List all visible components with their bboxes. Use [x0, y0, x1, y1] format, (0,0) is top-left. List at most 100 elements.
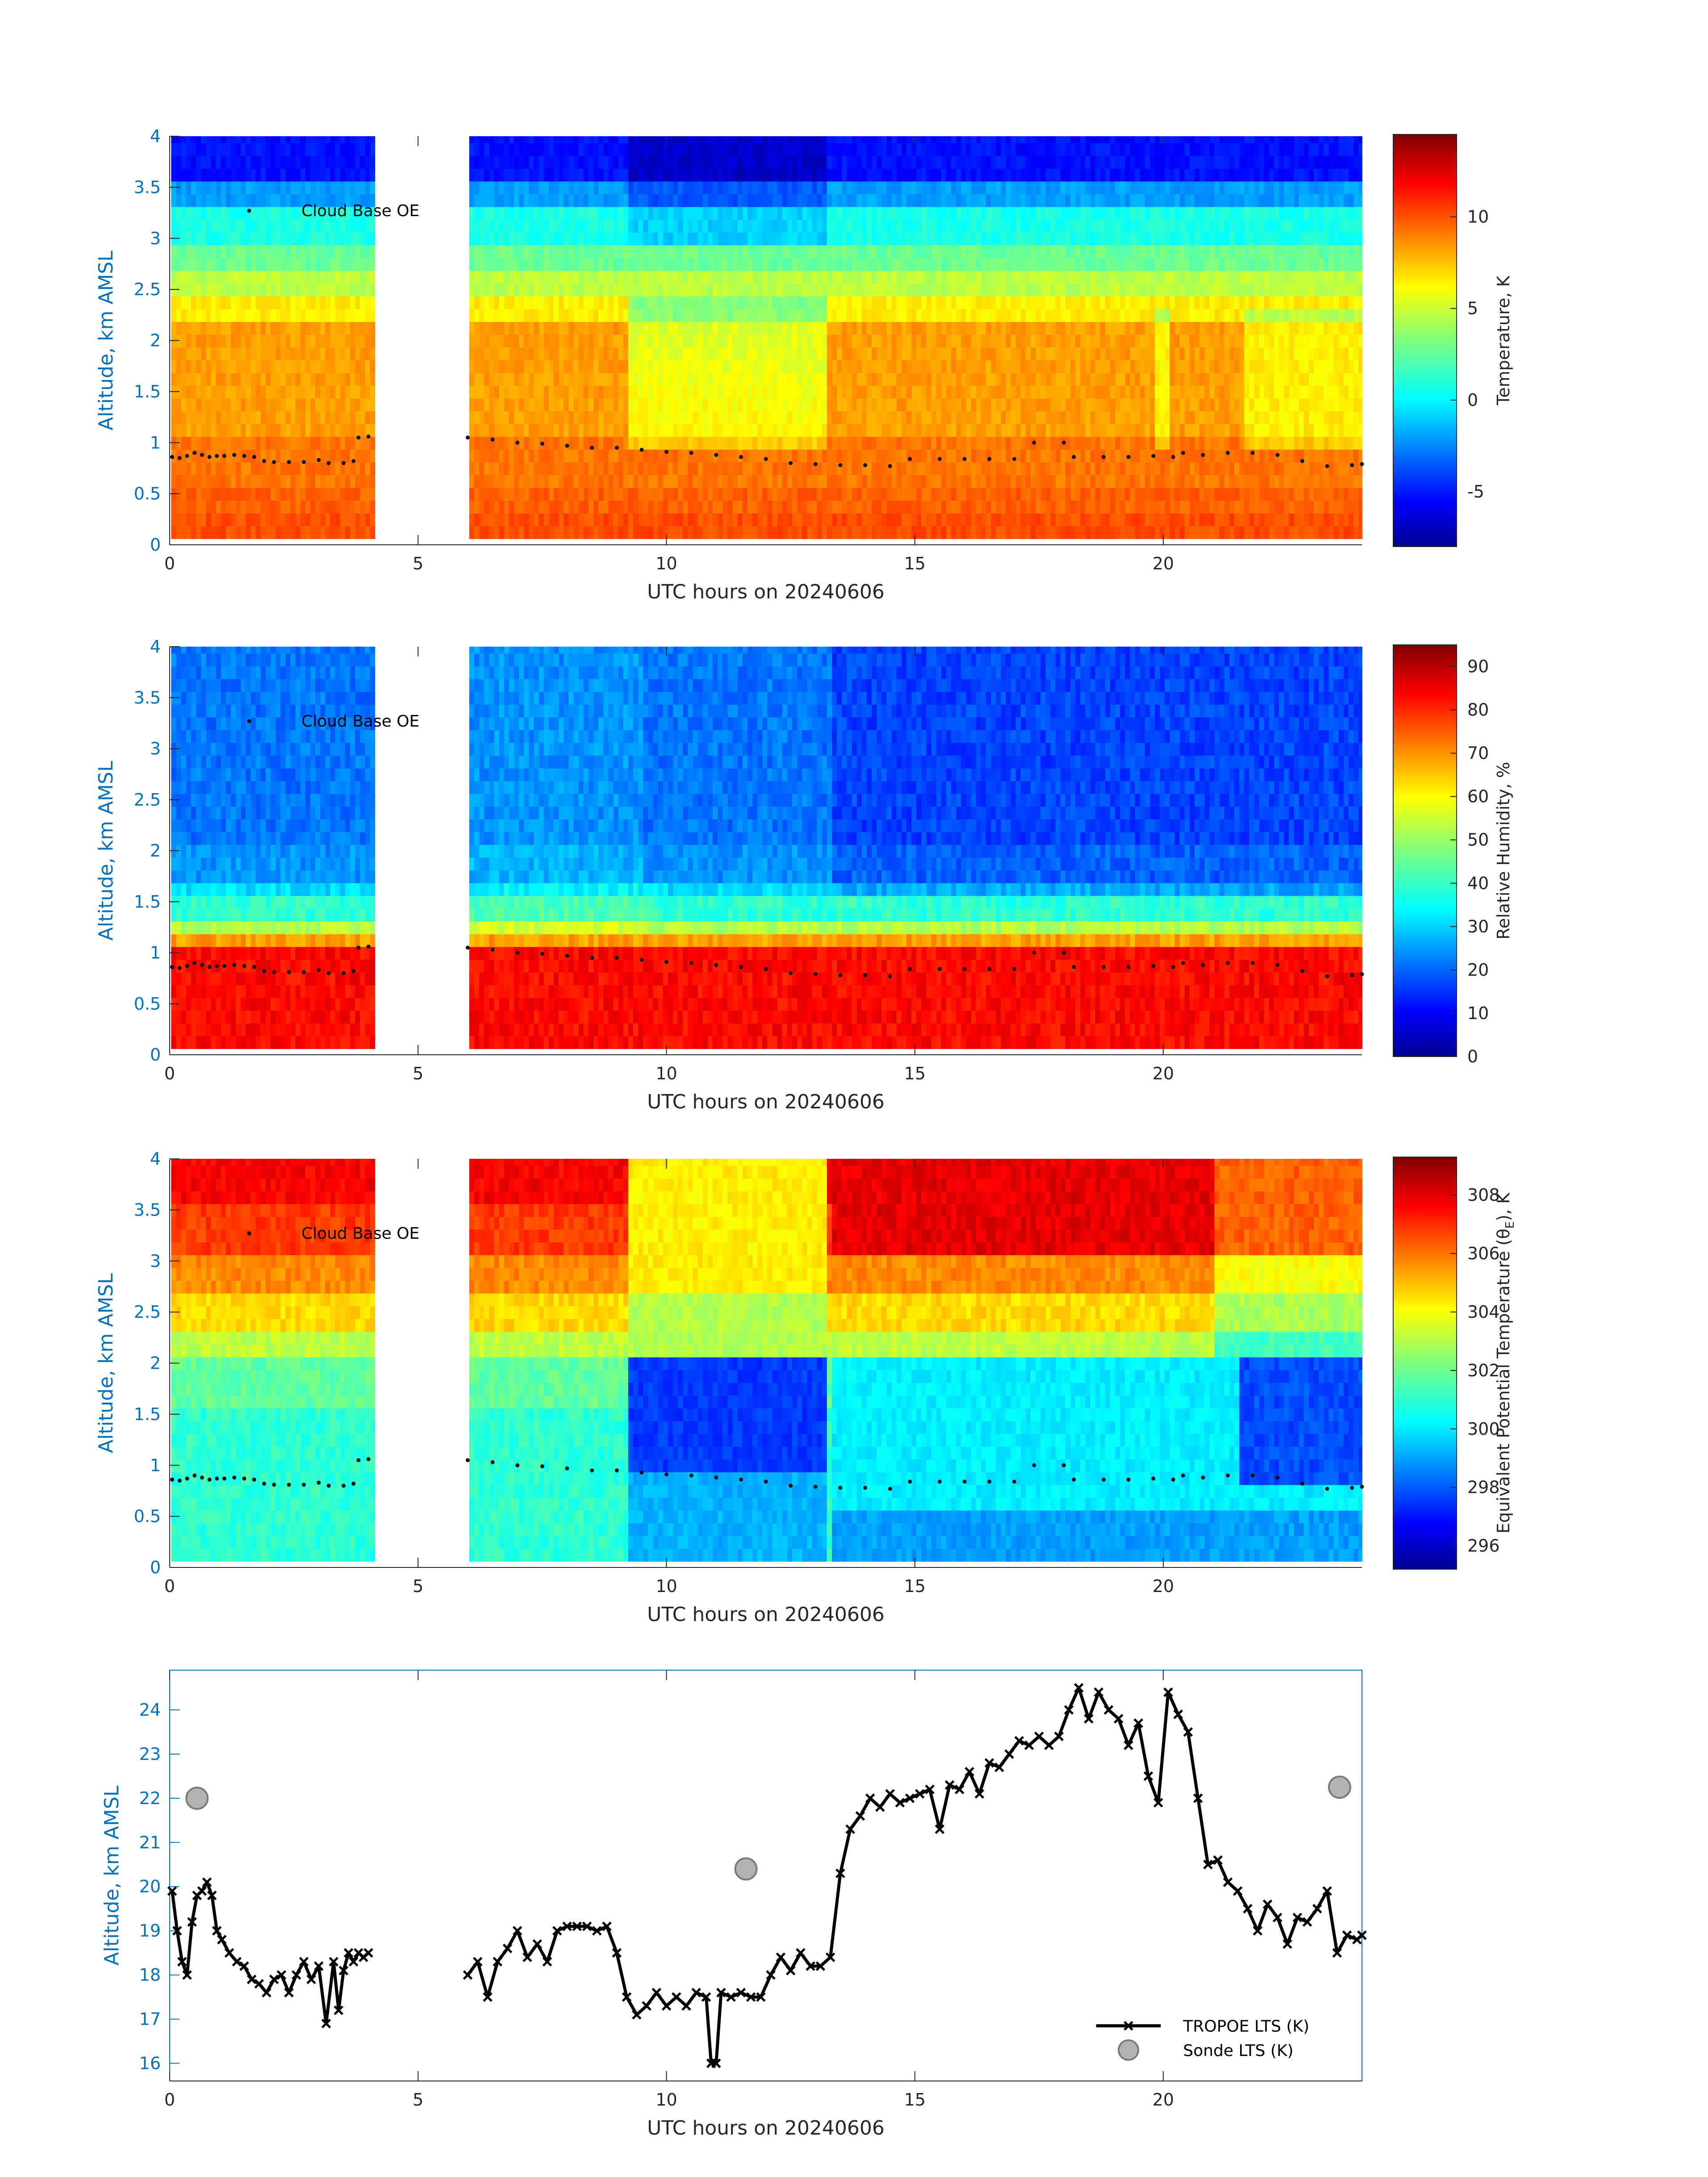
heatmap-cell [350, 488, 355, 501]
heatmap-cell [360, 373, 365, 386]
heatmap-cell [564, 411, 569, 424]
heatmap-cell [350, 526, 355, 539]
heatmap-cell [221, 462, 226, 475]
heatmap-cell [574, 475, 579, 488]
heatmap-cell [191, 334, 196, 347]
heatmap-cell [509, 258, 514, 271]
heatmap-cell [370, 424, 375, 437]
heatmap-cell [201, 488, 206, 501]
heatmap-cell [241, 437, 246, 450]
heatmap-cell [305, 143, 311, 156]
heatmap-cell [181, 219, 187, 232]
heatmap-cell [186, 245, 192, 258]
heatmap-cell [196, 347, 201, 360]
heatmap-cell [315, 437, 321, 450]
heatmap-cell [191, 232, 196, 245]
heatmap-cell [514, 449, 519, 462]
heatmap-cell [305, 424, 311, 437]
heatmap-cell [479, 462, 484, 475]
heatmap-cell [201, 245, 206, 258]
heatmap-cell [216, 398, 221, 411]
heatmap-cell [499, 136, 505, 143]
heatmap-cell [479, 207, 484, 220]
heatmap-cell [494, 411, 500, 424]
heatmap-cell [221, 245, 226, 258]
heatmap-cell [499, 462, 505, 475]
heatmap-cell [494, 207, 500, 220]
heatmap-cell [271, 219, 276, 232]
heatmap-cell [539, 322, 544, 334]
heatmap-cell [221, 258, 226, 271]
heatmap-cell [519, 232, 524, 245]
heatmap-cell [266, 143, 271, 156]
heatmap-cell [568, 143, 574, 156]
heatmap-cell [589, 475, 594, 488]
heatmap-cell [524, 373, 529, 386]
heatmap-cell [365, 385, 370, 398]
heatmap-cell [206, 207, 211, 220]
heatmap-cell [474, 475, 480, 488]
heatmap-cell [206, 322, 211, 334]
heatmap-cell [201, 143, 206, 156]
heatmap-cell [296, 398, 301, 411]
heatmap-cell [266, 271, 271, 284]
heatmap-cell [504, 424, 509, 437]
heatmap-cell [370, 513, 375, 526]
heatmap-cell [276, 513, 281, 526]
heatmap-cell [246, 271, 251, 284]
heatmap-cell [251, 513, 256, 526]
heatmap-cell [181, 136, 187, 143]
heatmap-cell [211, 168, 216, 181]
heatmap-cell [529, 181, 534, 194]
heatmap-cell [509, 168, 514, 181]
heatmap-cell [579, 424, 584, 437]
heatmap-cell [315, 475, 321, 488]
heatmap-cell [196, 156, 201, 169]
heatmap-cell [305, 385, 311, 398]
heatmap-cell [320, 424, 326, 437]
heatmap-cell [241, 283, 246, 296]
heatmap-cell [593, 411, 599, 424]
heatmap-cell [350, 411, 355, 424]
heatmap-cell [221, 309, 226, 322]
heatmap-cell [186, 156, 192, 169]
heatmap-cell [524, 424, 529, 437]
heatmap-cell [544, 449, 549, 462]
heatmap-cell [290, 513, 296, 526]
heatmap-cell [226, 309, 231, 322]
heatmap-cell [568, 513, 574, 526]
heatmap-cell [539, 283, 544, 296]
heatmap-cell [186, 334, 192, 347]
heatmap-cell [479, 373, 484, 386]
heatmap-cell [196, 258, 201, 271]
heatmap-cell [489, 449, 494, 462]
heatmap-cell [256, 296, 261, 309]
heatmap-cell [241, 245, 246, 258]
heatmap-cell [345, 334, 351, 347]
heatmap-cell [221, 322, 226, 334]
heatmap-cell [246, 526, 251, 539]
heatmap-cell [365, 398, 370, 411]
heatmap-cell [499, 373, 505, 386]
heatmap-cell [494, 526, 500, 539]
heatmap-cell [251, 219, 256, 232]
heatmap-cell [261, 475, 266, 488]
heatmap-cell [479, 309, 484, 322]
heatmap-cell [514, 271, 519, 284]
heatmap-cell [564, 334, 569, 347]
heatmap-cell [345, 322, 351, 334]
heatmap-cell [479, 347, 484, 360]
heatmap-cell [514, 194, 519, 207]
heatmap-cell [246, 513, 251, 526]
heatmap-cell [370, 258, 375, 271]
heatmap-cell [315, 360, 321, 373]
heatmap-cell [280, 385, 286, 398]
heatmap-cell [593, 526, 599, 539]
heatmap-cell [509, 424, 514, 437]
heatmap-cell [256, 501, 261, 514]
heatmap-cell [261, 501, 266, 514]
heatmap-cell [176, 194, 182, 207]
heatmap-cell [221, 143, 226, 156]
heatmap-cell [479, 437, 484, 450]
heatmap-cell [340, 136, 346, 143]
